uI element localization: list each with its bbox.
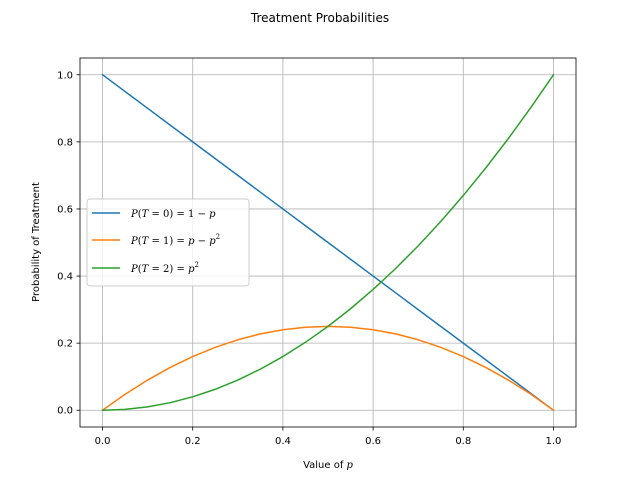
series-line-1 [101, 73, 555, 412]
y-tick-label: 0.0 [57, 406, 73, 417]
legend-box [86, 198, 250, 287]
x-tick-label: 0.0 [95, 436, 111, 447]
y-tick-label: 0.2 [57, 339, 73, 350]
x-tick-label: 0.4 [275, 436, 291, 447]
legend-label-series-1: P(T = 0) = 1 − p [130, 209, 216, 220]
legend: P(T = 0) = 1 − p P(T = 1) = p − p2 P(T =… [86, 198, 250, 287]
x-tick-label: 0.6 [365, 436, 381, 447]
x-tick-label: 0.8 [455, 436, 471, 447]
y-tick-label: 0.8 [57, 137, 73, 148]
x-axis-title: Value of p [303, 460, 353, 471]
y-tick-label: 0.4 [57, 272, 73, 283]
x-tick-label: 1.0 [546, 436, 562, 447]
plot-lines [101, 73, 555, 412]
y-axis: 0.0 0.2 0.4 0.6 0.8 1.0 [57, 70, 80, 417]
legend-label-series-2: P(T = 1) = p − p2 [130, 233, 220, 247]
y-axis-title: Probability of Treatment [31, 182, 42, 302]
x-axis: 0.0 0.2 0.4 0.6 0.8 1.0 [95, 427, 562, 447]
x-axis-title-text: Value of [303, 460, 346, 471]
x-tick-label: 0.2 [185, 436, 201, 447]
plot-frame [79, 57, 577, 428]
chart-title: Treatment Probabilities [250, 11, 389, 25]
series-line-3 [101, 73, 555, 412]
y-tick-label: 0.6 [57, 204, 73, 215]
legend-label-series-3: P(T = 2) = p2 [130, 261, 199, 275]
x-axis-title-variable: p [347, 460, 354, 471]
y-tick-label: 1.0 [57, 70, 73, 81]
